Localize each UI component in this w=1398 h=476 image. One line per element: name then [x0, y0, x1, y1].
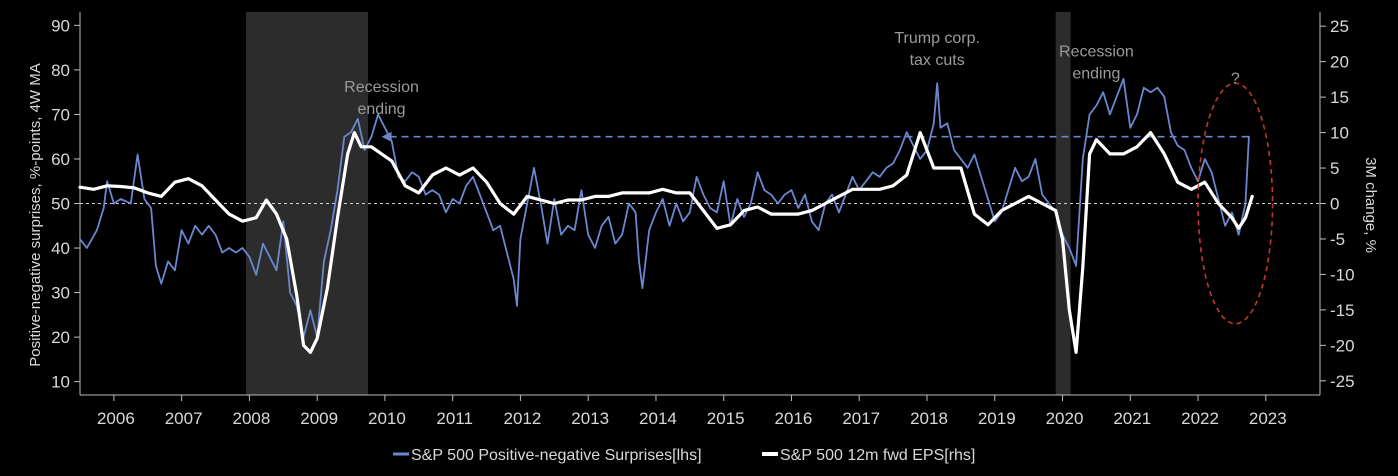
annotation-2-line-0: Recession	[1059, 44, 1134, 61]
x-tick-label-2011: 2011	[436, 409, 473, 428]
x-tick-label-2010: 2010	[368, 409, 406, 428]
y-right-tick-label--15: -15	[1330, 301, 1355, 320]
annotation-0: Recession ending	[344, 79, 419, 118]
annotation-0-line-0: Recession	[344, 79, 419, 96]
annotation-3-line-0: ?	[1231, 70, 1240, 87]
y-right-tick-label-20: 20	[1330, 53, 1349, 72]
annotation-0-line-1: ending	[358, 101, 406, 118]
y-right-tick-label--20: -20	[1330, 336, 1355, 355]
y-left-tick-label-40: 40	[51, 239, 70, 258]
y-left-tick-label-10: 10	[51, 373, 70, 392]
y-right-tick-label-5: 5	[1330, 159, 1339, 178]
y-right-tick-label--10: -10	[1330, 265, 1355, 284]
legend-label-surprises: S&P 500 Positive-negative Surprises[lhs]	[411, 447, 702, 464]
x-tick-label-2009: 2009	[300, 409, 338, 428]
x-tick-label-2013: 2013	[571, 409, 609, 428]
y-right-tick-label-15: 15	[1330, 88, 1349, 107]
y-left-tick-label-90: 90	[51, 16, 70, 35]
annotation-2: Recession ending	[1059, 44, 1134, 83]
highlight-circle	[1197, 82, 1274, 325]
y-left-tick-label-80: 80	[51, 61, 70, 80]
y-left-tick-label-30: 30	[51, 284, 70, 303]
x-tick-label-2020: 2020	[1046, 409, 1084, 428]
y-right-tick-label-10: 10	[1330, 124, 1349, 143]
y-right-tick-label-0: 0	[1330, 195, 1339, 214]
x-tick-label-2007: 2007	[165, 409, 203, 428]
annotation-1-line-0: Trump corp.	[894, 30, 980, 47]
x-tick-label-2016: 2016	[775, 409, 813, 428]
y-right-tick-label-25: 25	[1330, 17, 1349, 36]
y-left-tick-label-70: 70	[51, 105, 70, 124]
x-tick-label-2019: 2019	[978, 409, 1016, 428]
x-tick-label-2014: 2014	[639, 409, 677, 428]
annotation-2-line-1: ending	[1072, 66, 1120, 83]
x-tick-label-2017: 2017	[842, 409, 880, 428]
annotation-3: ?	[1231, 70, 1240, 87]
x-tick-label-2008: 2008	[232, 409, 270, 428]
legend-label-eps: S&P 500 12m fwd EPS[rhs]	[780, 447, 975, 464]
x-tick-label-2021: 2021	[1113, 409, 1151, 428]
y-axis-right-title: 3M change, %	[1362, 157, 1379, 253]
annotation-1: Trump corp. tax cuts	[894, 30, 980, 69]
y-left-tick-label-60: 60	[51, 150, 70, 169]
y-left-tick-label-20: 20	[51, 328, 70, 347]
x-tick-label-2023: 2023	[1249, 409, 1287, 428]
annotation-1-line-1: tax cuts	[910, 52, 965, 69]
x-tick-label-2022: 2022	[1181, 409, 1219, 428]
series-line-eps	[78, 131, 1254, 354]
y-right-tick-label--25: -25	[1330, 372, 1355, 391]
y-left-tick-label-50: 50	[51, 195, 70, 214]
x-tick-label-2012: 2012	[504, 409, 542, 428]
recession-band-1	[1055, 12, 1071, 395]
x-tick-label-2018: 2018	[910, 409, 948, 428]
x-tick-label-2015: 2015	[707, 409, 745, 428]
y-axis-left-title: Positive-negative surprises, %-points, 4…	[27, 63, 44, 366]
x-tick-label-2006: 2006	[97, 409, 135, 428]
y-right-tick-label--5: -5	[1330, 230, 1345, 249]
legend: S&P 500 Positive-negative Surprises[lhs]…	[393, 447, 975, 464]
